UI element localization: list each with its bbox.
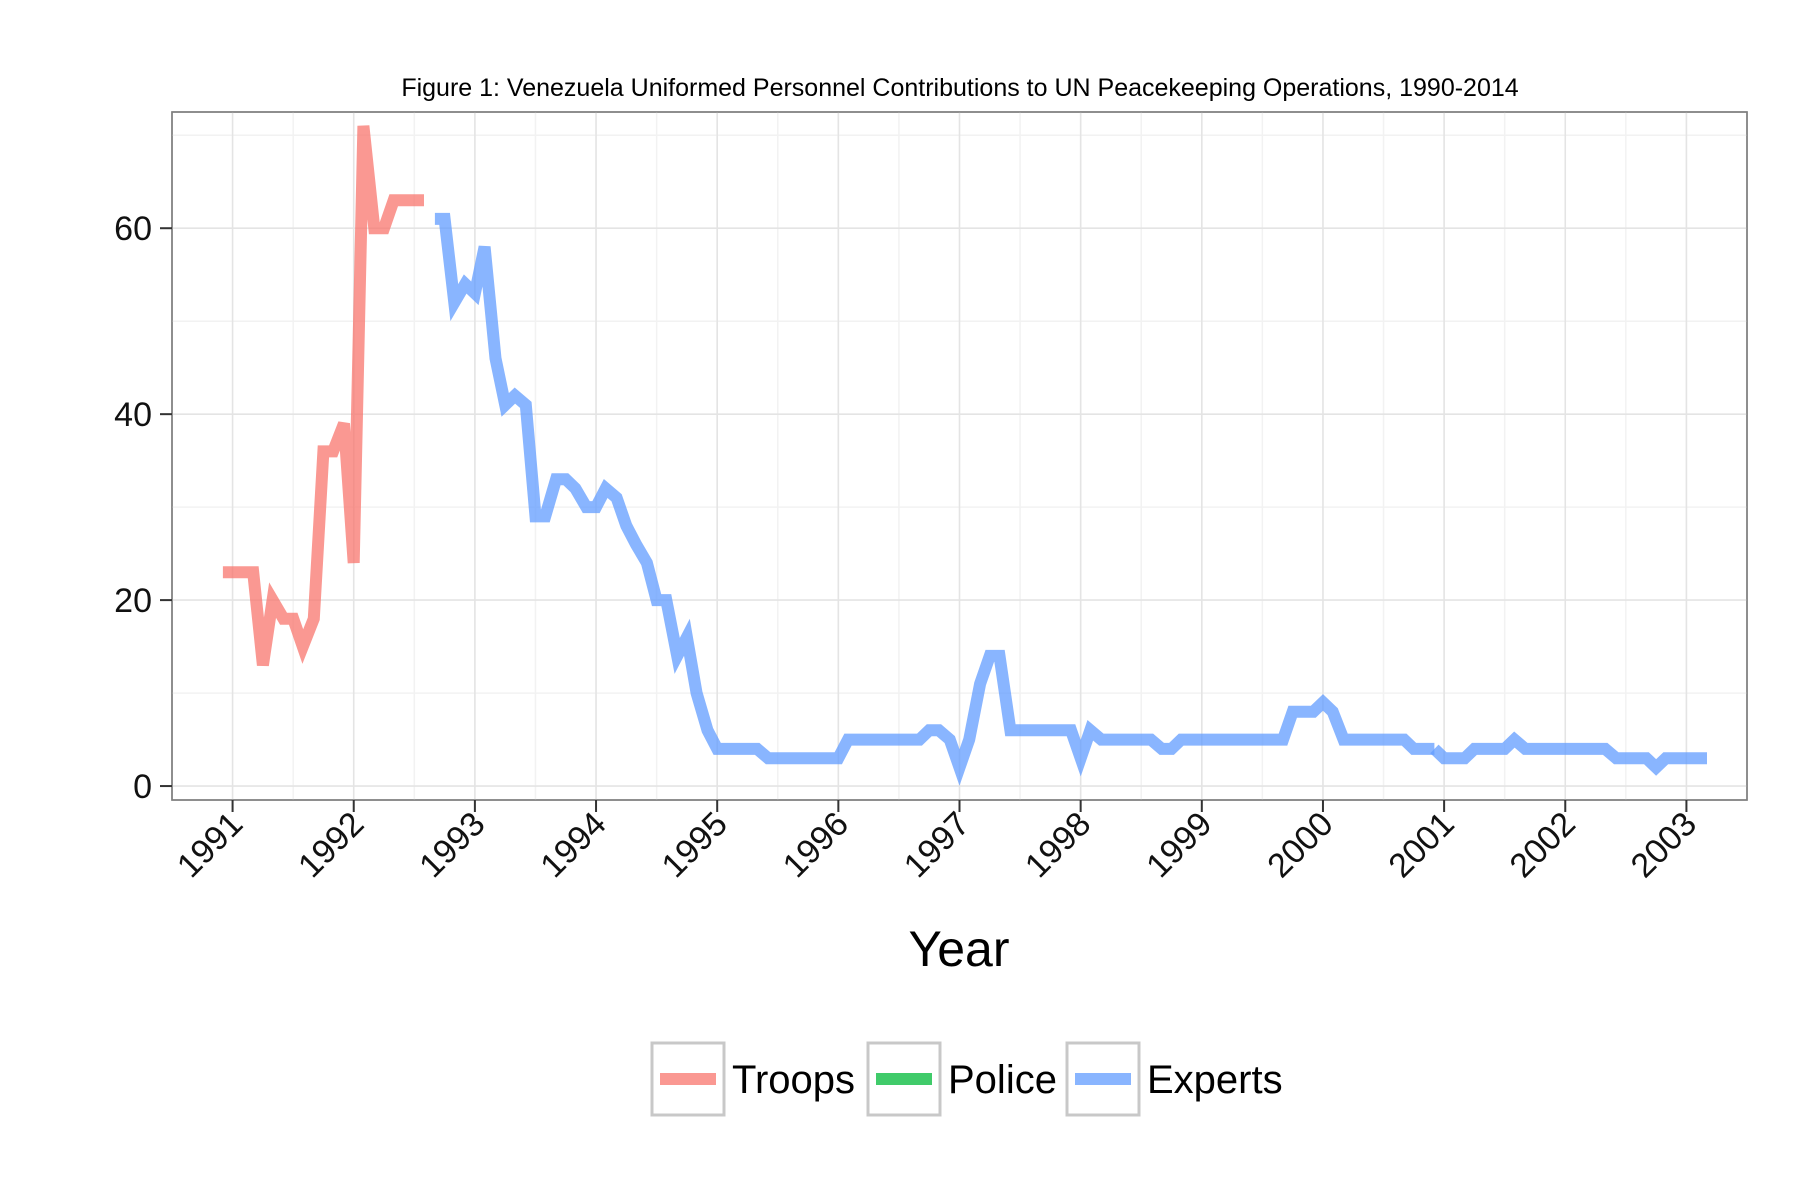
y-tick-label: 40 — [114, 396, 152, 434]
legend-item-police: Police — [866, 1041, 1057, 1117]
legend-label: Police — [948, 1058, 1057, 1102]
x-tick-label: 1992 — [291, 805, 371, 885]
x-tick-label: 1999 — [1139, 805, 1219, 885]
x-tick-label: 1996 — [776, 805, 856, 885]
legend-item-troops: Troops — [650, 1041, 855, 1117]
legend-label: Experts — [1147, 1058, 1283, 1102]
series-lines — [222, 125, 1707, 786]
x-tick-label: 1993 — [412, 805, 492, 885]
series-line-troops — [222, 125, 424, 667]
x-tick-label: 2001 — [1381, 805, 1461, 885]
x-tick-label: 1994 — [533, 805, 613, 885]
x-tick-label: 1991 — [170, 805, 250, 885]
grid-minor — [172, 112, 1747, 800]
x-tick-label: 1998 — [1018, 805, 1098, 885]
y-axis: 0 20 40 60 — [114, 210, 172, 806]
x-tick-label: 1995 — [654, 805, 734, 885]
legend-label: Troops — [732, 1058, 855, 1102]
x-axis-title: Year — [908, 921, 1009, 977]
y-tick-label: 60 — [114, 210, 152, 248]
y-tick-label: 0 — [133, 768, 152, 806]
x-tick-label: 1997 — [897, 805, 977, 885]
x-axis: 1991 1992 1993 1994 1995 1996 1997 1998 1999 2000… — [170, 800, 1704, 885]
series-line-experts — [434, 212, 1435, 786]
x-tick-label: 2002 — [1503, 805, 1583, 885]
chart-title: Figure 1: Venezuela Uniformed Personnel … — [401, 74, 1518, 102]
y-tick-label: 20 — [114, 582, 152, 620]
x-tick-label: 2003 — [1624, 805, 1704, 885]
legend-item-experts: Experts — [1065, 1041, 1283, 1117]
legend: Troops Police Experts — [650, 1041, 1283, 1117]
series-line-experts — [1430, 731, 1707, 776]
x-tick-label: 2000 — [1260, 805, 1340, 885]
